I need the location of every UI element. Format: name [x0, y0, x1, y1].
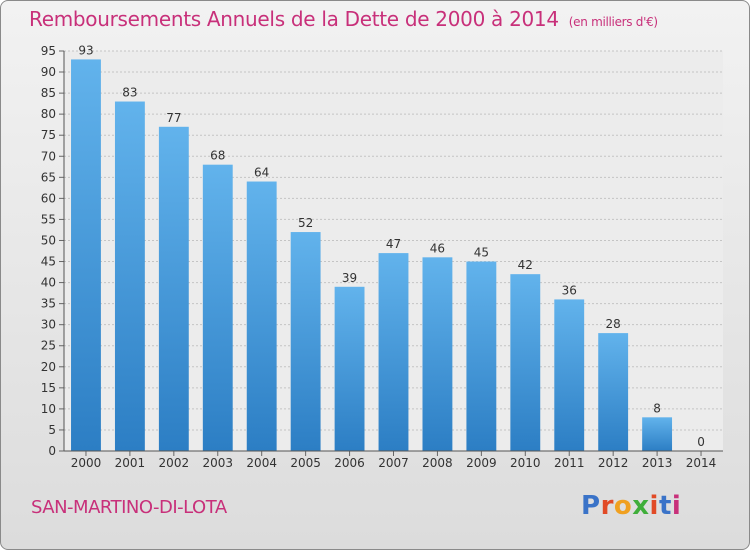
logo-letter: r	[600, 491, 614, 521]
y-tick-label: 60	[41, 191, 56, 205]
bar	[642, 417, 673, 451]
x-tick-label: 2009	[466, 456, 497, 470]
x-tick-label: 2000	[71, 456, 102, 470]
x-tick-label: 2014	[686, 456, 717, 470]
y-tick-label: 20	[41, 360, 56, 374]
chart-title-text: Remboursements Annuels de la Dette de 20…	[29, 7, 559, 31]
y-tick-label: 25	[41, 339, 56, 353]
x-tick-label: 2001	[115, 456, 146, 470]
y-tick-label: 80	[41, 107, 56, 121]
y-tick-label: 10	[41, 402, 56, 416]
y-tick-label: 30	[41, 318, 56, 332]
x-tick-label: 2005	[290, 456, 321, 470]
x-tick-label: 2007	[378, 456, 409, 470]
y-tick-label: 70	[41, 149, 56, 163]
bar-value-label: 0	[697, 435, 705, 449]
logo-letter: o	[613, 491, 633, 521]
proxiti-logo: Proxiti	[581, 491, 681, 521]
bar-value-label: 45	[474, 246, 489, 260]
y-tick-label: 75	[41, 128, 56, 142]
bar	[554, 299, 585, 451]
bar-value-label: 28	[606, 317, 621, 331]
y-tick-label: 90	[41, 65, 56, 79]
bar	[290, 232, 321, 451]
x-tick-label: 2006	[334, 456, 365, 470]
x-tick-label: 2003	[202, 456, 233, 470]
bar-value-label: 64	[254, 166, 269, 180]
y-tick-label: 65	[41, 170, 56, 184]
logo-letter: t	[658, 491, 672, 521]
y-tick-label: 0	[48, 444, 56, 458]
bar-value-label: 39	[342, 271, 357, 285]
bar-value-label: 77	[166, 111, 181, 125]
commune-name: SAN-MARTINO-DI-LOTA	[31, 497, 227, 518]
x-tick-label: 2008	[422, 456, 453, 470]
bar-value-label: 47	[386, 237, 401, 251]
x-tick-label: 2013	[642, 456, 673, 470]
y-tick-label: 85	[41, 86, 56, 100]
logo-letter: x	[632, 491, 650, 521]
bar	[246, 181, 277, 452]
bar-value-label: 52	[298, 216, 313, 230]
chart-title: Remboursements Annuels de la Dette de 20…	[29, 7, 658, 31]
bar-value-label: 46	[430, 241, 445, 255]
y-tick-label: 35	[41, 297, 56, 311]
bar-value-label: 42	[518, 258, 533, 272]
y-tick-label: 55	[41, 212, 56, 226]
x-tick-label: 2004	[246, 456, 277, 470]
x-tick-label: 2012	[598, 456, 629, 470]
bar	[334, 286, 365, 451]
logo-letter: i	[649, 491, 659, 521]
bar	[378, 253, 409, 451]
bar	[114, 101, 145, 452]
bar-value-label: 36	[562, 283, 577, 297]
logo-letter: i	[671, 491, 682, 521]
bar	[510, 274, 541, 451]
bar-value-label: 93	[78, 43, 93, 57]
bar-value-label: 83	[122, 86, 137, 100]
y-tick-label: 15	[41, 381, 56, 395]
x-tick-label: 2011	[554, 456, 585, 470]
bar-value-label: 68	[210, 149, 225, 163]
chart-unit: (en milliers d'€)	[568, 15, 658, 29]
bar-value-label: 8	[653, 401, 661, 415]
y-tick-label: 5	[48, 423, 56, 437]
bar	[202, 164, 233, 451]
bar	[466, 261, 497, 451]
y-tick-label: 95	[41, 44, 56, 58]
x-tick-label: 2010	[510, 456, 541, 470]
bar	[158, 126, 189, 451]
bar	[71, 59, 101, 451]
y-tick-label: 40	[41, 276, 56, 290]
logo-letter: P	[581, 491, 601, 521]
y-tick-label: 45	[41, 255, 56, 269]
y-tick-label: 50	[41, 233, 56, 247]
bar	[598, 333, 629, 451]
bar	[422, 257, 453, 451]
x-tick-label: 2002	[159, 456, 190, 470]
